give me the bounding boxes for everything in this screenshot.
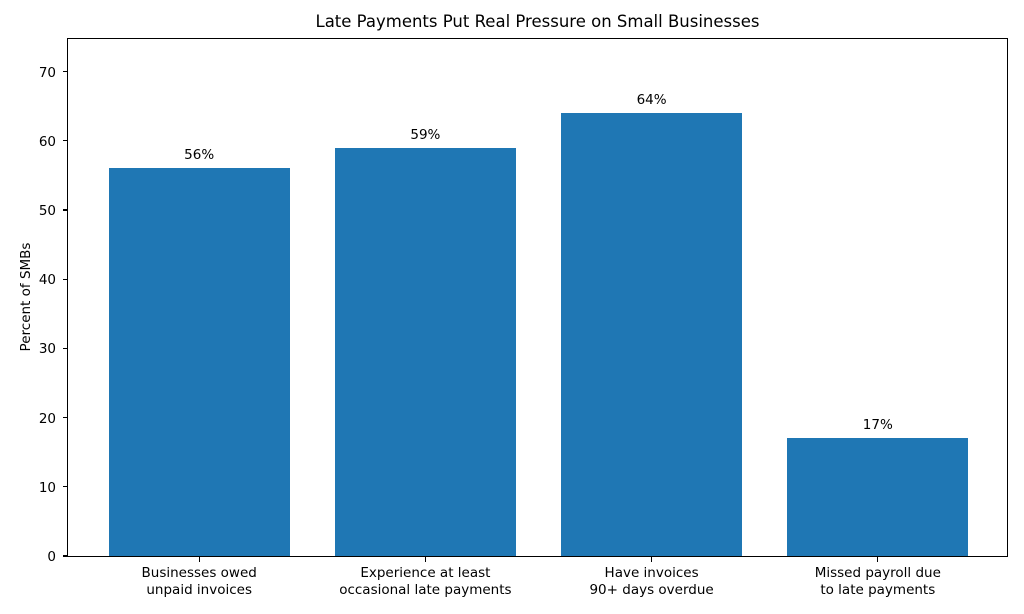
y-tick-label: 30 <box>38 341 56 358</box>
x-category-label: Businesses owed unpaid invoices <box>141 565 257 598</box>
y-axis-label: Percent of SMBs <box>18 242 34 352</box>
y-tick-mark <box>63 347 68 349</box>
x-category-label: Missed payroll due to late payments <box>814 565 941 598</box>
y-tick-label: 50 <box>38 203 56 219</box>
bar-value-label: 59% <box>410 126 441 143</box>
y-tick-mark <box>63 417 68 419</box>
bar-value-label: 17% <box>862 417 893 434</box>
chart-title: Late Payments Put Real Pressure on Small… <box>315 12 760 31</box>
x-tick-mark <box>198 557 200 562</box>
bar <box>561 113 743 556</box>
y-tick-label: 40 <box>38 272 56 289</box>
bar-value-label: 56% <box>184 147 215 164</box>
y-tick-label: 0 <box>47 549 56 565</box>
plot-area: 0 10 20 30 40 50 60 70 56% Businesses owed unpaid… <box>39 38 1008 598</box>
y-tick-label: 60 <box>38 133 56 150</box>
y-tick-label: 70 <box>38 64 56 81</box>
bar <box>108 168 290 556</box>
y-tick-mark <box>63 71 68 73</box>
bar <box>787 438 969 556</box>
y-tick-mark <box>63 278 68 280</box>
x-tick-mark <box>651 557 653 562</box>
y-tick-mark <box>63 209 68 211</box>
x-tick-mark <box>424 557 426 562</box>
x-category-label: Have invoices 90+ days overdue <box>589 565 714 598</box>
y-tick-mark <box>63 486 68 488</box>
bar-value-label: 64% <box>636 92 667 109</box>
y-tick-mark <box>63 140 68 142</box>
x-category-label: Experience at least occasional late paym… <box>339 565 512 598</box>
y-tick-mark <box>63 555 68 557</box>
y-tick-label: 20 <box>38 410 56 427</box>
y-tick-label: 10 <box>38 479 56 496</box>
x-tick-mark <box>877 557 879 562</box>
bar <box>334 147 516 556</box>
